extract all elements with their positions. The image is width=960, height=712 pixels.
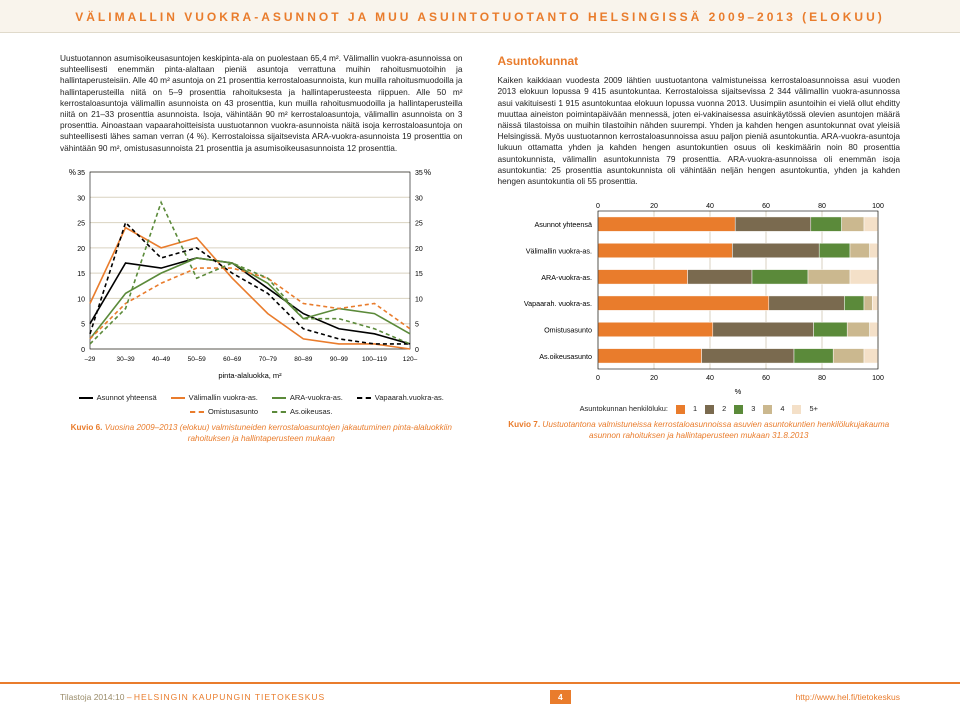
footer-sep: – [127, 692, 134, 702]
svg-text:Asunnot yhteensä: Asunnot yhteensä [534, 220, 592, 229]
svg-text:Omistusasunto: Omistusasunto [544, 326, 592, 335]
svg-text:60: 60 [762, 375, 770, 382]
svg-text:As.oikeusasunto: As.oikeusasunto [539, 352, 592, 361]
svg-text:0: 0 [81, 347, 85, 354]
chart6-caption-prefix: Kuvio 6. [71, 423, 103, 432]
svg-text:15: 15 [415, 271, 423, 278]
left-paragraph: Uustuotannon asumisoikeusasuntojen keski… [60, 53, 463, 154]
chart7-caption-prefix: Kuvio 7. [508, 420, 540, 429]
svg-text:Välimallin vuokra-as.: Välimallin vuokra-as. [525, 247, 591, 256]
svg-text:60: 60 [762, 203, 770, 210]
svg-text:100: 100 [872, 203, 884, 210]
svg-text:80: 80 [818, 375, 826, 382]
svg-text:20: 20 [415, 246, 423, 253]
chart7-legend: Asuntokunnan henkilöluku:12345+ [498, 404, 901, 414]
svg-text:80: 80 [818, 203, 826, 210]
header-title: VÄLIMALLIN VUOKRA-ASUNNOT JA MUU ASUINTO… [75, 10, 885, 24]
svg-text:30: 30 [77, 195, 85, 202]
svg-text:70–79: 70–79 [259, 356, 277, 363]
svg-text:0: 0 [415, 347, 419, 354]
svg-text:60–69: 60–69 [223, 356, 241, 363]
svg-text:20: 20 [650, 203, 658, 210]
svg-text:pinta-alaluokka, m²: pinta-alaluokka, m² [218, 371, 282, 380]
svg-text:40–49: 40–49 [152, 356, 170, 363]
svg-text:10: 10 [77, 296, 85, 303]
svg-text:100–119: 100–119 [362, 356, 387, 363]
svg-text:0: 0 [596, 375, 600, 382]
svg-text:10: 10 [415, 296, 423, 303]
svg-text:120–: 120– [403, 356, 418, 363]
right-title: Asuntokunnat [498, 53, 901, 69]
svg-text:%: % [424, 168, 431, 177]
right-column: Asuntokunnat Kaiken kaikkiaan vuodesta 2… [498, 53, 901, 444]
chart6-legend: Asunnot yhteensäVälimallin vuokra-as.ARA… [60, 393, 463, 417]
svg-text:35: 35 [415, 170, 423, 177]
chart6-svg: 0 0 5 5 10 10 15 15 20 20 25 25 30 30 35 35%% –29 30–39 40… [60, 164, 440, 384]
svg-text:80–89: 80–89 [294, 356, 312, 363]
svg-text:0: 0 [596, 203, 600, 210]
content-columns: Uustuotannon asumisoikeusasuntojen keski… [0, 33, 960, 444]
svg-text:100: 100 [872, 375, 884, 382]
svg-text:ARA-vuokra-as.: ARA-vuokra-as. [541, 273, 592, 282]
svg-text:–29: –29 [85, 356, 96, 363]
chart7-caption: Kuvio 7. Uustuotantona valmistuneissa ke… [498, 420, 901, 441]
chart6-container: 0 0 5 5 10 10 15 15 20 20 25 25 30 30 35 35%% –29 30–39 40… [60, 164, 463, 445]
svg-text:5: 5 [415, 321, 419, 328]
chart6-caption-text: Vuosina 2009–2013 (elokuu) valmistuneide… [105, 423, 452, 443]
chart7-container: 0 0 20 20 40 40 60 60 80 80 100 100% Asunnot yhteens… [498, 197, 901, 441]
svg-text:35: 35 [77, 170, 85, 177]
svg-text:20: 20 [77, 246, 85, 253]
svg-text:25: 25 [77, 220, 85, 227]
footer-series: Tilastoja 2014:10 [60, 692, 124, 702]
svg-text:25: 25 [415, 220, 423, 227]
footer-org: HELSINGIN KAUPUNGIN TIETOKESKUS [134, 692, 325, 702]
svg-text:50–59: 50–59 [188, 356, 206, 363]
svg-text:%: % [734, 387, 741, 396]
footer: Tilastoja 2014:10 – HELSINGIN KAUPUNGIN … [0, 682, 960, 708]
footer-left: Tilastoja 2014:10 – HELSINGIN KAUPUNGIN … [60, 692, 325, 702]
page-header: VÄLIMALLIN VUOKRA-ASUNNOT JA MUU ASUINTO… [0, 0, 960, 33]
chart7-svg: 0 0 20 20 40 40 60 60 80 80 100 100% Asunnot yhteens… [498, 197, 888, 397]
svg-text:Vapaarah. vuokra-as.: Vapaarah. vuokra-as. [523, 299, 591, 308]
svg-text:%: % [69, 168, 76, 177]
chart7-caption-text: Uustuotantona valmistuneissa kerrostaloa… [542, 420, 889, 440]
footer-url[interactable]: http://www.hel.fi/tietokeskus [796, 692, 900, 702]
chart6-caption: Kuvio 6. Vuosina 2009–2013 (elokuu) valm… [60, 423, 463, 444]
svg-text:40: 40 [706, 203, 714, 210]
svg-text:90–99: 90–99 [330, 356, 348, 363]
right-paragraph: Kaiken kaikkiaan vuodesta 2009 lähtien u… [498, 75, 901, 187]
svg-text:20: 20 [650, 375, 658, 382]
footer-page-number: 4 [550, 690, 571, 704]
svg-text:30: 30 [415, 195, 423, 202]
left-column: Uustuotannon asumisoikeusasuntojen keski… [60, 53, 463, 444]
svg-text:30–39: 30–39 [117, 356, 135, 363]
svg-text:5: 5 [81, 321, 85, 328]
svg-text:15: 15 [77, 271, 85, 278]
svg-text:40: 40 [706, 375, 714, 382]
